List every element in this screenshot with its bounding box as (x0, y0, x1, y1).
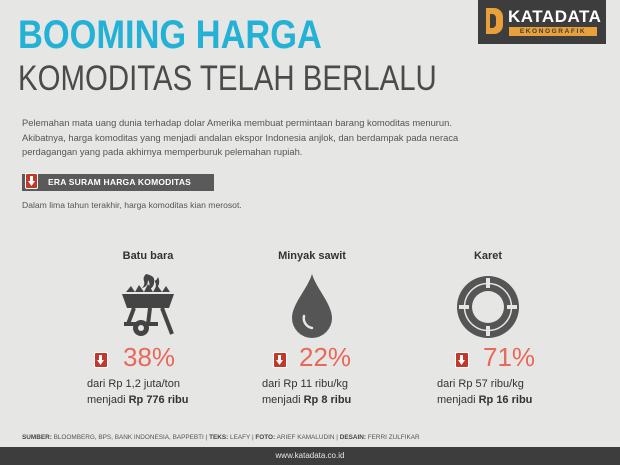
section-title: ERA SURAM HARGA KOMODITAS (48, 177, 192, 187)
intro-line-3: perdagangan yang pada akhirnya memperbur… (22, 146, 303, 157)
foto-value: ARIEF KAMALUDIN (276, 434, 335, 441)
foto-label: FOTO: (255, 434, 276, 441)
section-header: ERA SURAM HARGA KOMODITAS (22, 173, 214, 191)
logo-brand: KATADATA (508, 7, 602, 26)
price-from: dari Rp 57 ribu/kg (437, 378, 524, 390)
sumber-value: BLOOMBERG, BPS, BANK INDONESIA, BAPPEBTI (53, 434, 204, 441)
section-subtitle: Dalam lima tahun terakhir, harga komodit… (22, 200, 242, 210)
desain-value: FERRI ZULFIKAR (367, 434, 420, 441)
price-to: menjadi Rp 8 ribu (262, 394, 351, 406)
intro-line-1: Pelemahan mata uang dunia terhadap dolar… (22, 117, 452, 128)
price-to-value: Rp 8 ribu (303, 394, 352, 406)
down-arrow-icon (25, 173, 38, 189)
intro-line-2: Akibatnya, harga komoditas yang menjadi … (22, 131, 459, 143)
footer-bar: www.katadata.co.id (0, 447, 620, 465)
source-credits: SUMBER: BLOOMBERG, BPS, BANK INDONESIA, … (22, 434, 420, 441)
down-arrow-icon (273, 352, 287, 368)
down-arrow-icon (455, 352, 469, 368)
price-to: menjadi Rp 16 ribu (437, 394, 532, 406)
down-arrow-icon (94, 352, 108, 368)
logo-mark-icon (486, 8, 503, 34)
teks-label: TEKS: (209, 434, 229, 441)
katadata-logo: KATADATA EKONOGRAFIK (478, 0, 606, 44)
price-from: dari Rp 11 ribu/kg (262, 378, 349, 390)
decline-percent: 22% (299, 342, 352, 372)
price-to-prefix: menjadi (87, 394, 126, 406)
commodity-name: Minyak sawit (278, 250, 346, 262)
commodity-name: Karet (473, 250, 503, 262)
oil-drop-icon (290, 272, 334, 345)
price-to: menjadi Rp 776 ribu (87, 394, 189, 406)
price-to-prefix: menjadi (262, 394, 301, 406)
sumber-label: SUMBER: (22, 434, 52, 441)
title-line-2: KOMODITAS TELAH BERLALU (18, 59, 437, 98)
teks-value: LEAFY (230, 434, 251, 441)
price-to-value: Rp 776 ribu (128, 394, 189, 406)
decline-percent: 38% (123, 342, 176, 372)
price-from: dari Rp 1,2 juta/ton (87, 378, 180, 390)
logo-tagline: EKONOGRAFIK (509, 27, 597, 36)
decline-percent: 71% (483, 342, 536, 372)
rubber-ring-icon (456, 275, 520, 344)
price-to-prefix: menjadi (437, 394, 476, 406)
title-line-1: BOOMING HARGA (18, 13, 322, 57)
commodity-name: Batu bara (122, 250, 174, 262)
coal-cart-icon (116, 272, 180, 343)
price-to-value: Rp 16 ribu (478, 394, 533, 406)
footer-url[interactable]: www.katadata.co.id (275, 451, 345, 460)
desain-label: DESAIN: (339, 434, 366, 441)
intro-paragraph: Pelemahan mata uang dunia terhadap dolar… (22, 116, 582, 160)
